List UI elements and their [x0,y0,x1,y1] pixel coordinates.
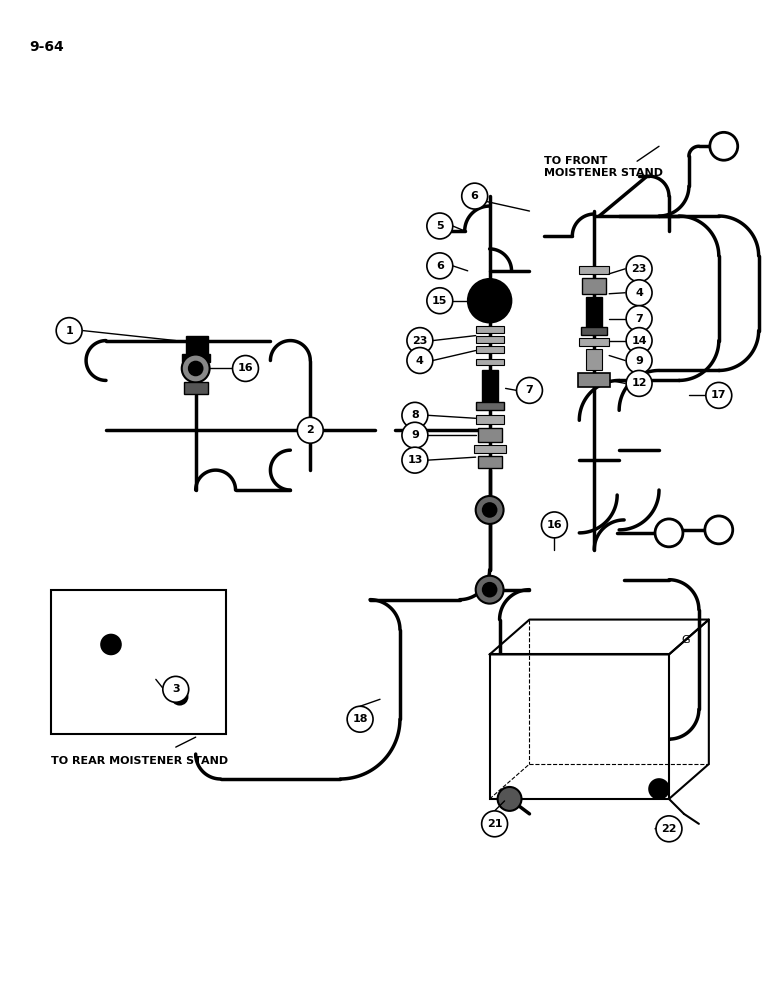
Text: 21: 21 [487,819,503,829]
Bar [586,297,602,327]
Circle shape [427,253,452,279]
Bar [489,654,669,799]
Circle shape [541,512,567,538]
Circle shape [163,676,188,702]
Text: 22: 22 [662,824,677,834]
Circle shape [232,356,259,381]
Circle shape [626,328,652,354]
Circle shape [171,689,188,705]
Bar [586,349,602,370]
Bar [581,327,608,335]
Circle shape [482,583,496,597]
Circle shape [709,132,738,160]
Bar [476,402,503,410]
Text: 9: 9 [635,356,643,366]
Text: 5: 5 [436,221,444,231]
Text: 23: 23 [631,264,647,274]
Text: TO FRONT: TO FRONT [544,156,608,166]
Circle shape [626,370,652,396]
Bar [478,456,502,468]
Text: 15: 15 [432,296,448,306]
Bar [181,354,210,362]
Text: 9: 9 [411,430,419,440]
Circle shape [626,306,652,332]
Text: 13: 13 [407,455,422,465]
Circle shape [656,816,682,842]
Circle shape [181,355,210,382]
Circle shape [498,787,522,811]
Circle shape [482,811,507,837]
Text: 14: 14 [631,336,647,346]
Bar [51,590,225,734]
Text: 4: 4 [635,288,643,298]
Bar [578,373,610,387]
Circle shape [476,496,503,524]
Circle shape [56,318,82,344]
Circle shape [427,213,452,239]
Circle shape [705,516,733,544]
Circle shape [188,362,203,375]
Text: 4: 4 [416,356,424,366]
Circle shape [626,256,652,282]
Bar [476,326,503,333]
Text: G: G [681,635,689,645]
Text: 16: 16 [547,520,562,530]
Bar [482,370,498,402]
Text: 12: 12 [631,378,647,388]
Circle shape [402,402,428,428]
Circle shape [407,328,433,354]
Circle shape [649,779,669,799]
Text: 6: 6 [436,261,444,271]
Bar [478,428,502,442]
Text: 7: 7 [635,314,643,324]
Bar [476,359,503,365]
Text: 23: 23 [412,336,428,346]
Text: 18: 18 [352,714,367,724]
Text: 7: 7 [526,385,533,395]
Text: 8: 8 [411,410,418,420]
Circle shape [468,279,512,323]
Bar [579,338,609,346]
Text: 9-64: 9-64 [29,40,64,54]
Circle shape [706,382,732,408]
Circle shape [516,377,543,403]
Text: MOISTENER STAND: MOISTENER STAND [544,168,663,178]
Circle shape [407,348,433,373]
Circle shape [655,519,683,547]
Circle shape [402,447,428,473]
Circle shape [402,422,428,448]
Bar [474,445,506,453]
Text: 2: 2 [306,425,314,435]
Bar [476,415,503,424]
Text: 16: 16 [238,363,253,373]
Circle shape [626,280,652,306]
Circle shape [476,576,503,604]
Text: 1: 1 [66,326,73,336]
Text: 3: 3 [172,684,180,694]
Circle shape [101,635,121,654]
Circle shape [462,183,488,209]
Bar [476,346,503,353]
Text: 17: 17 [711,390,726,400]
Text: 6: 6 [471,191,479,201]
Bar [184,382,208,394]
Bar [579,266,609,274]
Circle shape [482,503,496,517]
Circle shape [626,348,652,373]
Text: TO REAR MOISTENER STAND: TO REAR MOISTENER STAND [51,756,229,766]
Bar [476,336,503,343]
Bar [582,278,606,294]
Circle shape [427,288,452,314]
Circle shape [297,417,323,443]
Bar [186,336,208,354]
Circle shape [347,706,373,732]
